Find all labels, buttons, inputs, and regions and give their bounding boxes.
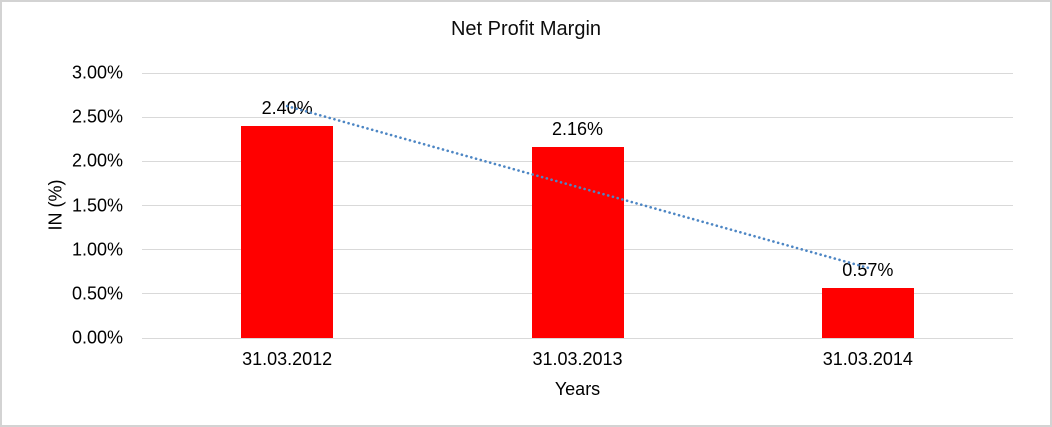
bar <box>821 287 914 338</box>
x-axis-category-label: 31.03.2014 <box>822 349 913 369</box>
gridline <box>142 337 1013 339</box>
bar-value-label: 2.40% <box>261 98 313 118</box>
bar-value-label: 2.16% <box>551 119 604 140</box>
gridline <box>142 72 1013 74</box>
bar <box>531 147 624 338</box>
x-axis-category-label: 31.03.2013 <box>532 349 623 369</box>
y-axis-tick-label: 2.50% <box>71 106 123 127</box>
x-axis-category-label: 31.03.2012 <box>242 349 333 369</box>
chart-title: Net Profit Margin <box>450 18 602 40</box>
bar <box>241 126 334 338</box>
y-axis-tick-label: 3.00% <box>71 62 123 83</box>
y-axis-tick-label: 1.50% <box>71 195 123 215</box>
y-axis-tick-label: 2.00% <box>71 150 123 171</box>
y-axis-tick-label: 1.00% <box>71 239 123 260</box>
y-axis-tick-label: 0.00% <box>71 327 123 348</box>
y-axis-tick-label: 0.50% <box>71 283 123 304</box>
x-axis-title: Years <box>554 379 601 399</box>
bar-value-label: 0.57% <box>842 259 894 280</box>
